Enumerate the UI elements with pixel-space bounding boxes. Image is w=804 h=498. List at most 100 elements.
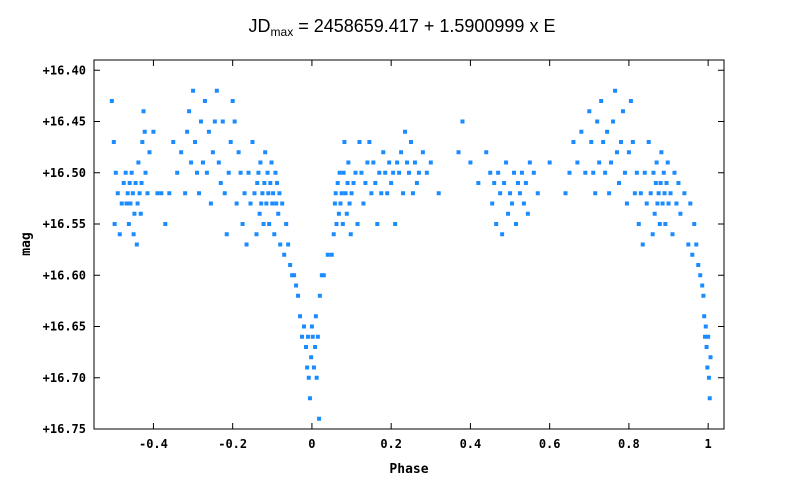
data-point — [309, 324, 314, 329]
data-point — [167, 191, 172, 196]
data-point — [656, 191, 661, 196]
data-point — [646, 140, 651, 144]
data-point — [644, 201, 649, 206]
data-point — [436, 191, 441, 196]
data-point — [142, 129, 147, 134]
data-point — [271, 191, 276, 196]
data-point — [657, 222, 662, 226]
data-point — [338, 201, 343, 206]
data-point — [636, 222, 641, 226]
data-point — [284, 222, 289, 226]
data-point — [494, 222, 499, 226]
data-point — [385, 191, 390, 196]
data-point — [603, 170, 608, 175]
data-point — [512, 170, 516, 175]
data-point — [414, 181, 419, 185]
data-point — [563, 191, 568, 196]
data-point — [200, 160, 205, 165]
data-point — [363, 181, 368, 185]
data-point — [664, 181, 669, 185]
data-point — [138, 211, 143, 216]
data-point — [408, 140, 413, 144]
data-point — [145, 191, 150, 196]
y-tick-label: +16.65 — [43, 320, 86, 334]
y-tick-label: +16.75 — [43, 422, 86, 436]
data-point — [383, 170, 388, 175]
data-point — [682, 191, 687, 196]
data-point — [345, 181, 350, 185]
title-subscript: max — [270, 25, 294, 39]
data-point — [663, 222, 668, 226]
data-point — [280, 201, 285, 206]
data-point — [185, 129, 190, 134]
data-point — [381, 150, 386, 155]
y-axis-title: mag — [19, 232, 34, 255]
data-point — [703, 324, 708, 329]
data-point — [527, 160, 532, 165]
data-point — [389, 181, 394, 185]
data-point — [347, 201, 352, 206]
data-point — [688, 201, 693, 206]
data-point — [218, 181, 223, 185]
data-point — [622, 170, 627, 175]
data-point — [420, 150, 425, 155]
data-point — [654, 160, 659, 165]
data-point — [140, 140, 145, 144]
data-point — [282, 252, 287, 257]
data-point — [305, 365, 310, 370]
data-point — [651, 170, 656, 175]
data-point — [597, 160, 602, 165]
data-point — [252, 191, 257, 196]
data-point — [250, 140, 255, 144]
data-point — [375, 222, 380, 226]
data-point — [609, 160, 614, 165]
data-point — [661, 170, 666, 175]
x-axis-ticks: -0.4 -0.2 0 0.2 0.4 0.6 0.8 1 — [139, 60, 712, 451]
data-point — [696, 263, 701, 267]
data-point — [111, 140, 116, 144]
data-point — [307, 396, 312, 401]
data-point — [130, 191, 135, 196]
data-point — [334, 222, 339, 226]
data-point — [605, 129, 610, 134]
data-point — [704, 345, 709, 349]
data-point — [662, 191, 667, 196]
data-point — [353, 170, 358, 175]
data-point — [342, 140, 347, 144]
data-point — [397, 170, 402, 175]
data-point — [698, 273, 703, 278]
data-point — [313, 345, 318, 349]
data-point — [589, 140, 594, 144]
data-point — [373, 181, 378, 185]
data-point — [183, 191, 188, 196]
data-point — [599, 99, 604, 103]
data-point — [331, 232, 336, 237]
data-point — [701, 293, 706, 298]
data-point — [365, 160, 370, 165]
data-point — [127, 181, 132, 185]
data-point — [300, 334, 305, 339]
data-point — [346, 160, 351, 165]
data-point — [292, 273, 297, 278]
x-tick-label: 1 — [705, 437, 712, 451]
data-point — [244, 242, 249, 247]
data-point — [690, 252, 695, 257]
data-point — [705, 365, 710, 370]
data-point — [220, 119, 225, 124]
data-point — [676, 181, 681, 185]
data-point — [131, 232, 136, 237]
data-point — [337, 170, 342, 175]
data-point — [333, 191, 338, 196]
data-point — [119, 201, 124, 206]
data-point — [246, 170, 251, 175]
data-point — [613, 88, 618, 93]
data-point — [258, 160, 263, 165]
data-point — [496, 170, 501, 175]
data-point — [305, 334, 310, 339]
data-point — [424, 170, 429, 175]
x-tick-label: 0.6 — [539, 437, 561, 451]
plot-area — [93, 59, 725, 430]
data-point — [109, 99, 114, 103]
data-point — [660, 201, 665, 206]
data-point — [117, 232, 122, 237]
